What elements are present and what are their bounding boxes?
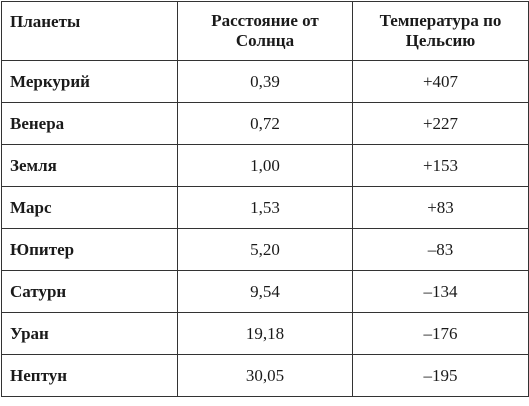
header-cell: Планеты (1, 1, 178, 61)
cell: 0,39 (177, 60, 353, 103)
cell: –195 (352, 354, 529, 397)
planet-name: Венера (1, 102, 178, 145)
planet-name: Нептун (1, 354, 178, 397)
planet-table: Планеты Расстояние от Солнца Температура п… (1, 1, 529, 397)
cell: –83 (352, 228, 529, 271)
table-row: Нептун 30,05 –195 (1, 354, 529, 397)
planet-name: Земля (1, 144, 178, 187)
table-row: Юпитер 5,20 –83 (1, 228, 529, 271)
header-cell: Температура по Цельсию (352, 1, 529, 61)
cell: 9,54 (177, 270, 353, 313)
table-row: Земля 1,00 +153 (1, 144, 529, 187)
cell: –134 (352, 270, 529, 313)
cell: 0,72 (177, 102, 353, 145)
table-body: Меркурий 0,39 +407 Венера 0,72 +227 Земля 1,00 +… (1, 60, 529, 397)
cell: 5,20 (177, 228, 353, 271)
cell: –176 (352, 312, 529, 355)
planet-name: Марс (1, 186, 178, 229)
table-row: Сатурн 9,54 –134 (1, 270, 529, 313)
table-row: Меркурий 0,39 +407 (1, 60, 529, 103)
cell: 1,53 (177, 186, 353, 229)
header-row: Планеты Расстояние от Солнца Температура п… (1, 1, 529, 61)
cell: +227 (352, 102, 529, 145)
table-row: Уран 19,18 –176 (1, 312, 529, 355)
cell: +407 (352, 60, 529, 103)
cell: 30,05 (177, 354, 353, 397)
cell: 19,18 (177, 312, 353, 355)
planet-name: Юпитер (1, 228, 178, 271)
table-row: Венера 0,72 +227 (1, 102, 529, 145)
header-cell: Расстояние от Солнца (177, 1, 353, 61)
cell: 1,00 (177, 144, 353, 187)
planet-name: Сатурн (1, 270, 178, 313)
table-row: Марс 1,53 +83 (1, 186, 529, 229)
cell: +153 (352, 144, 529, 187)
planet-name: Уран (1, 312, 178, 355)
planet-name: Меркурий (1, 60, 178, 103)
cell: +83 (352, 186, 529, 229)
